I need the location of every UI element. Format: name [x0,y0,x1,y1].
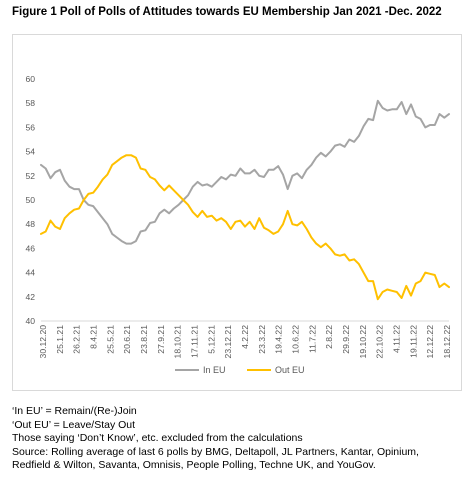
x-tick-label: 20.6.21 [122,325,132,354]
x-tick-label: 19.10.22 [358,325,368,359]
y-axis-ticks: 40 42 44 46 48 50 52 54 56 58 60 [25,74,35,326]
x-tick-label: 23.8.21 [139,325,149,354]
y-tick-label: 50 [25,195,35,205]
y-tick-label: 46 [25,243,35,253]
legend-label: In EU [203,365,226,375]
y-tick-label: 58 [25,98,35,108]
x-tick-label: 17.11.21 [190,325,200,358]
x-tick-label: 23.12.21 [223,325,233,359]
x-tick-label: 10.6.22 [291,325,301,354]
legend: In EU Out EU [175,365,305,375]
x-tick-label: 18.12.22 [442,325,452,359]
y-tick-label: 48 [25,219,35,229]
x-tick-label: 2.8.22 [324,325,334,349]
y-tick-label: 56 [25,122,35,132]
series-line-out-eu [40,154,450,301]
series-lines [40,99,450,301]
x-tick-label: 8.4.21 [89,325,99,349]
figure-title: Figure 1 Poll of Polls of Attitudes towa… [12,6,442,18]
chart-frame: 40 42 44 46 48 50 52 54 56 58 60 30.12.20 25.1.21 26… [12,34,462,391]
x-tick-label: 12.12.22 [425,325,435,359]
x-tick-label: 25.1.21 [55,325,65,354]
y-tick-label: 52 [25,171,35,181]
x-tick-label: 25.5.21 [105,325,115,354]
note-in-eu-definition: ‘In EU’ = Remain/(Re-)Join [12,405,137,417]
note-source-line-1: Source: Rolling average of last 6 polls … [12,445,419,458]
note-dont-know-excluded: Those saying ‘Don’t Know’, etc. excluded… [12,432,303,445]
y-tick-label: 44 [25,268,35,278]
x-tick-label: 19.11.22 [408,325,418,358]
x-tick-label: 11.7.22 [307,325,317,353]
y-tick-label: 40 [25,316,35,326]
y-tick-label: 60 [25,74,35,84]
note-out-eu-definition: ‘Out EU’ = Leave/Stay Out [12,418,136,431]
x-tick-label: 18.10.21 [173,325,183,359]
x-tick-label: 5.12.21 [206,325,216,354]
x-tick-label: 23.3.22 [257,325,267,354]
line-chart: 40 42 44 46 48 50 52 54 56 58 60 30.12.20 25.1.21 26… [25,74,452,375]
y-tick-label: 54 [25,147,35,157]
x-tick-label: 19.4.22 [274,325,284,354]
x-tick-label: 30.12.20 [38,325,48,359]
x-tick-label: 4.11.22 [392,325,402,353]
x-axis-ticks: 30.12.20 25.1.21 26.2.21 8.4.21 25.5.21 20.6.… [38,325,452,359]
legend-label: Out EU [275,365,305,375]
x-tick-label: 27.9.21 [156,325,166,354]
series-line-in-eu [40,99,450,245]
y-tick-label: 42 [25,292,35,302]
x-tick-label: 22.10.22 [375,325,385,359]
x-tick-label: 29.9.22 [341,325,351,354]
note-source-line-2: Redfield & Wilton, Savanta, Omnisis, Peo… [12,459,376,472]
x-tick-label: 4.2.22 [240,325,250,349]
figure-notes: ‘In EU’ = Remain/(Re-)Join ‘Out EU’ = Le… [12,405,419,473]
x-tick-label: 26.2.21 [72,325,82,354]
